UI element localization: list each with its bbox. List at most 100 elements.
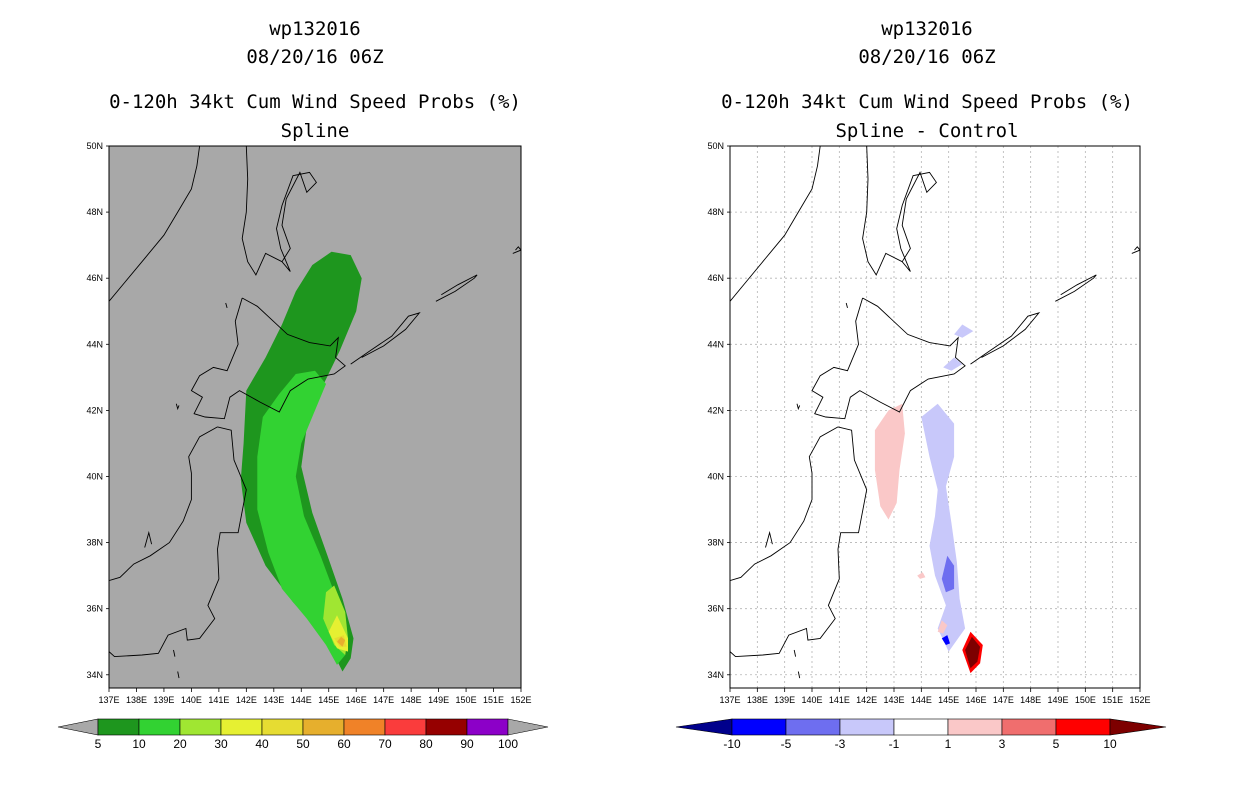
lon-tick-label: 141E <box>829 695 850 705</box>
coastline <box>241 146 317 276</box>
colorbar-label: 20 <box>173 737 187 751</box>
coastline <box>173 649 176 657</box>
colorbar-swatch <box>425 718 468 736</box>
colorbar-swatch <box>220 718 263 736</box>
coastline <box>109 146 201 302</box>
lon-tick-label: 149E <box>428 695 449 705</box>
map-frame <box>108 145 522 689</box>
colorbar-label: 90 <box>460 737 474 751</box>
left-datetime: 08/20/16 06Z <box>246 46 384 68</box>
colorbar-label: 100 <box>498 737 518 751</box>
lon-tick-label: 148E <box>1020 695 1041 705</box>
lon-tick-label: 137E <box>98 695 119 705</box>
colorbar-swatch <box>1001 718 1057 736</box>
coastline <box>970 312 1041 365</box>
colorbar-swatch <box>138 718 181 736</box>
colorbar-label: 5 <box>95 737 102 751</box>
lat-tick-label: 36N <box>86 604 103 614</box>
lon-tick-label: 143E <box>883 695 904 705</box>
contour-level-neg3 <box>941 555 955 593</box>
lat-tick-label: 40N <box>86 471 103 481</box>
right-subtitle: Spline - Control <box>835 120 1019 142</box>
lat-tick-label: 40N <box>707 471 724 481</box>
colorbar-label: 1 <box>945 737 952 751</box>
colorbar-low-end <box>57 718 99 736</box>
colorbar-swatch <box>343 718 386 736</box>
colorbar-swatch <box>893 718 949 736</box>
colorbar-label: 5 <box>1053 737 1060 751</box>
colorbar-swatch <box>384 718 427 736</box>
lat-tick-label: 34N <box>707 670 724 680</box>
lat-tick-label: 36N <box>707 604 724 614</box>
contour-level-neg1 <box>954 324 974 338</box>
lat-tick-label: 44N <box>707 339 724 349</box>
contour-level-1 <box>937 620 948 634</box>
colorbar-label: -10 <box>723 737 741 751</box>
contour-level-5 <box>240 251 362 672</box>
lon-tick-label: 145E <box>938 695 959 705</box>
colorbar-swatch <box>97 718 140 736</box>
colorbar-swatch <box>179 718 222 736</box>
map-frame <box>729 145 1141 689</box>
colorbar-swatch <box>947 718 1003 736</box>
coastline <box>1131 246 1140 254</box>
colorbar-high-end <box>507 718 549 736</box>
colorbar-swatch <box>466 718 509 736</box>
coastline <box>144 530 153 548</box>
right-datetime: 08/20/16 06Z <box>858 46 996 68</box>
coastline <box>177 671 180 679</box>
colorbar-swatch <box>785 718 841 736</box>
lon-tick-label: 146E <box>965 695 986 705</box>
lon-tick-label: 139E <box>153 695 174 705</box>
lon-tick-label: 137E <box>719 695 740 705</box>
contour-level-10 <box>965 636 981 669</box>
lat-tick-label: 38N <box>86 538 103 548</box>
colorbar-label: 60 <box>337 737 351 751</box>
coastline <box>109 426 218 582</box>
lon-tick-label: 138E <box>747 695 768 705</box>
lon-tick-label: 151E <box>483 695 504 705</box>
lon-tick-label: 142E <box>856 695 877 705</box>
lon-tick-label: 146E <box>346 695 367 705</box>
lat-tick-label: 42N <box>86 405 103 415</box>
colorbar-label: -5 <box>781 737 792 751</box>
right-storm-id: wp132016 <box>881 18 973 40</box>
lat-tick-label: 38N <box>707 538 724 548</box>
lon-tick-label: 140E <box>181 695 202 705</box>
coastline <box>730 426 868 658</box>
lon-tick-label: 141E <box>208 695 229 705</box>
colorbar-label: 3 <box>999 737 1006 751</box>
colorbar-label: 10 <box>1103 737 1117 751</box>
lon-tick-label: 148E <box>401 695 422 705</box>
coastline <box>435 274 478 302</box>
coastline <box>730 426 839 582</box>
left-product-title: 0-120h 34kt Cum Wind Speed Probs (%) <box>109 91 521 113</box>
colorbar-label: -3 <box>835 737 846 751</box>
colorbar-label: -1 <box>889 737 900 751</box>
left-subtitle: Spline <box>280 120 350 142</box>
contour-level-50 <box>337 636 346 647</box>
contour-level-1 <box>874 403 905 520</box>
coastline <box>1055 274 1097 302</box>
coastline <box>793 649 797 657</box>
left-storm-id: wp132016 <box>269 18 361 40</box>
coastline <box>811 297 966 420</box>
lon-tick-label: 139E <box>774 695 795 705</box>
lat-tick-label: 46N <box>707 273 724 283</box>
lon-tick-label: 142E <box>236 695 257 705</box>
coastline <box>797 671 801 679</box>
lon-tick-label: 151E <box>1102 695 1123 705</box>
map-contents <box>730 146 1140 688</box>
coastline <box>225 302 228 309</box>
colorbar-label: 70 <box>378 737 392 751</box>
coastline <box>765 530 773 548</box>
contour-level-10 <box>257 370 346 665</box>
colorbar-swatch <box>302 718 345 736</box>
coastline <box>109 426 247 658</box>
map-contents <box>109 146 521 679</box>
left-colorbar: 5 10 20 30 40 50 60 70 80 90 100 <box>57 718 549 751</box>
lon-tick-label: 140E <box>801 695 822 705</box>
gridlines <box>730 146 1140 688</box>
contour-level-neg5 <box>941 635 950 645</box>
